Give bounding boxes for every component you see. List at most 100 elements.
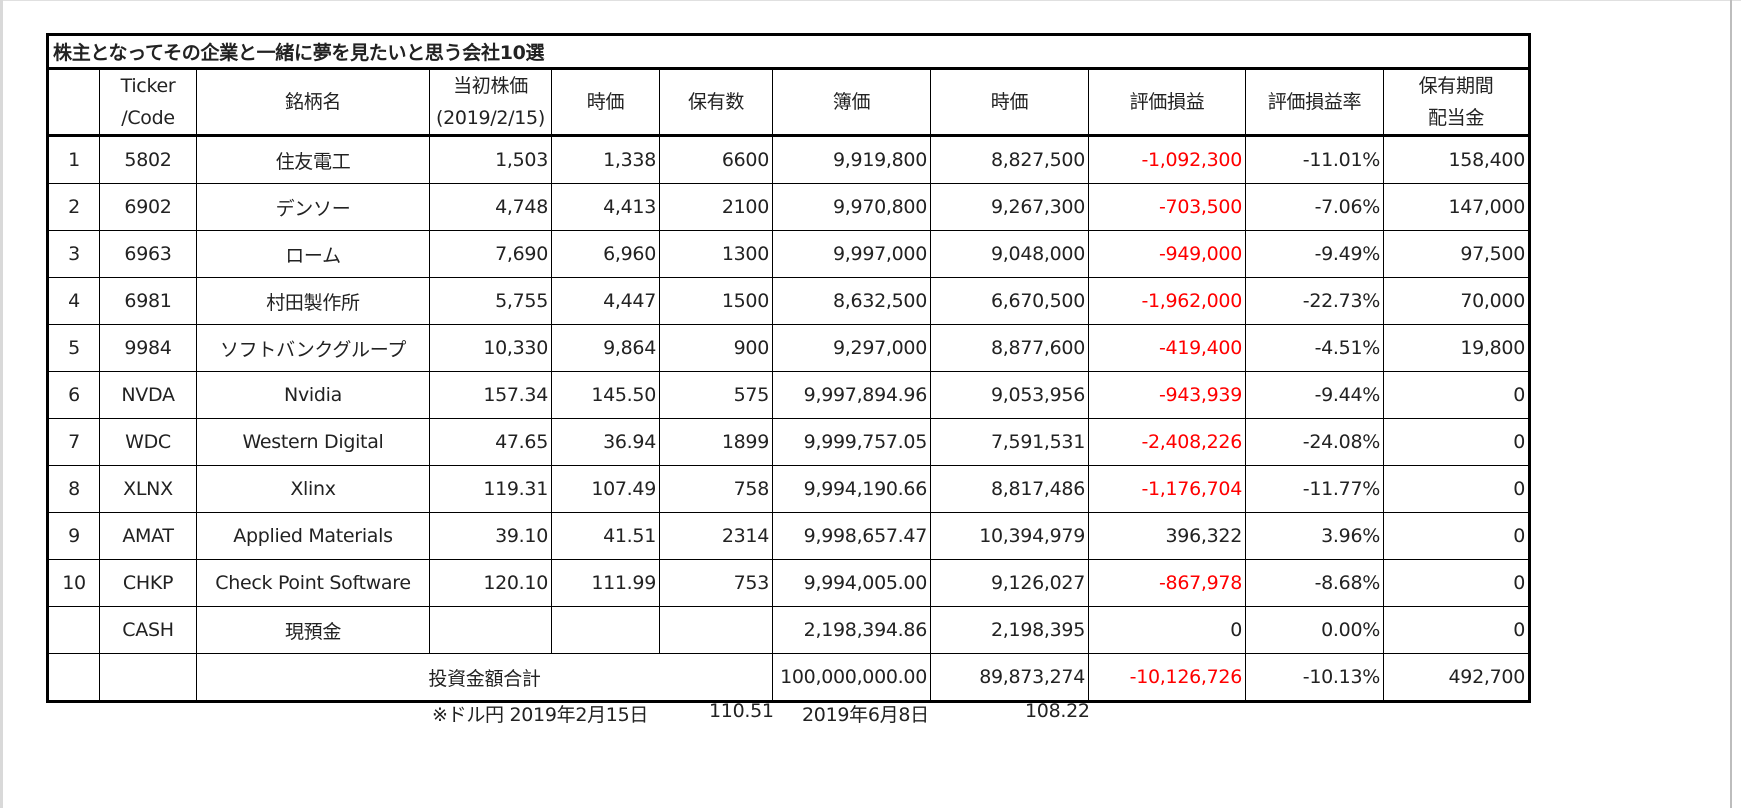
ticker-cell[interactable]: WDC	[99, 418, 197, 466]
ticker-cell[interactable]: 6963	[99, 230, 197, 278]
total-dividend[interactable]: 492,700	[1383, 653, 1530, 702]
shares-cell[interactable]: 2100	[659, 183, 773, 231]
book-value-cell[interactable]: 9,997,894.96	[772, 371, 931, 419]
shares-cell[interactable]	[659, 606, 773, 654]
pl-rate-cell[interactable]: -7.06%	[1245, 183, 1384, 231]
dividend-cell[interactable]: 147,000	[1383, 183, 1530, 231]
pl-rate-cell[interactable]: -9.44%	[1245, 371, 1384, 419]
dividend-cell[interactable]: 0	[1383, 465, 1530, 513]
initial-price-cell[interactable]	[429, 606, 552, 654]
name-cell[interactable]: Applied Materials	[196, 512, 430, 560]
ticker-cell[interactable]: AMAT	[99, 512, 197, 560]
row-number[interactable]: 5	[47, 324, 100, 372]
current-price-cell[interactable]: 6,960	[551, 230, 660, 278]
row-number[interactable]: 8	[47, 465, 100, 513]
market-value-cell[interactable]: 8,827,500	[930, 135, 1089, 184]
dividend-cell[interactable]: 0	[1383, 559, 1530, 607]
pl-rate-cell[interactable]: -4.51%	[1245, 324, 1384, 372]
ticker-cell[interactable]: 6981	[99, 277, 197, 325]
header-ticker[interactable]: Ticker/Code	[99, 68, 197, 137]
row-number[interactable]: 6	[47, 371, 100, 419]
market-value-cell[interactable]: 8,817,486	[930, 465, 1089, 513]
pl-cell[interactable]: -1,176,704	[1088, 465, 1246, 513]
initial-price-cell[interactable]: 10,330	[429, 324, 552, 372]
pl-rate-cell[interactable]: -11.01%	[1245, 135, 1384, 184]
current-price-cell[interactable]: 41.51	[551, 512, 660, 560]
header-book-value[interactable]: 簿価	[772, 68, 931, 137]
pl-cell[interactable]: -1,092,300	[1088, 135, 1246, 184]
name-cell[interactable]: ローム	[196, 230, 430, 278]
total-pl[interactable]: -10,126,726	[1088, 653, 1246, 702]
header-initial-price[interactable]: 当初株価 (2019/2/15)	[429, 68, 552, 137]
market-value-cell[interactable]: 10,394,979	[930, 512, 1089, 560]
header-shares[interactable]: 保有数	[659, 68, 773, 137]
market-value-cell[interactable]: 6,670,500	[930, 277, 1089, 325]
dividend-cell[interactable]: 19,800	[1383, 324, 1530, 372]
row-number[interactable]: 10	[47, 559, 100, 607]
name-cell[interactable]: Western Digital	[196, 418, 430, 466]
dividend-cell[interactable]: 0	[1383, 512, 1530, 560]
shares-cell[interactable]: 753	[659, 559, 773, 607]
total-label[interactable]: 投資金額合計	[196, 653, 773, 702]
market-value-cell[interactable]: 9,126,027	[930, 559, 1089, 607]
initial-price-cell[interactable]: 47.65	[429, 418, 552, 466]
pl-rate-cell[interactable]: -24.08%	[1245, 418, 1384, 466]
pl-cell[interactable]: -2,408,226	[1088, 418, 1246, 466]
total-book-value[interactable]: 100,000,000.00	[772, 653, 931, 702]
market-value-cell[interactable]: 7,591,531	[930, 418, 1089, 466]
pl-cell[interactable]: -949,000	[1088, 230, 1246, 278]
total-pl-rate[interactable]: -10.13%	[1245, 653, 1384, 702]
shares-cell[interactable]: 1500	[659, 277, 773, 325]
pl-cell[interactable]: 396,322	[1088, 512, 1246, 560]
dividend-cell[interactable]: 158,400	[1383, 135, 1530, 184]
initial-price-cell[interactable]: 119.31	[429, 465, 552, 513]
market-value-cell[interactable]: 2,198,395	[930, 606, 1089, 654]
pl-cell[interactable]: -419,400	[1088, 324, 1246, 372]
pl-cell[interactable]: -867,978	[1088, 559, 1246, 607]
ticker-cell[interactable]: XLNX	[99, 465, 197, 513]
header-dividend[interactable]: 保有期間 配当金	[1383, 68, 1530, 137]
current-price-cell[interactable]: 4,413	[551, 183, 660, 231]
ticker-cell[interactable]: CASH	[99, 606, 197, 654]
row-number[interactable]: 7	[47, 418, 100, 466]
book-value-cell[interactable]: 9,919,800	[772, 135, 931, 184]
shares-cell[interactable]: 900	[659, 324, 773, 372]
ticker-cell[interactable]: 9984	[99, 324, 197, 372]
book-value-cell[interactable]: 9,994,005.00	[772, 559, 931, 607]
shares-cell[interactable]: 2314	[659, 512, 773, 560]
dividend-cell[interactable]: 97,500	[1383, 230, 1530, 278]
book-value-cell[interactable]: 8,632,500	[772, 277, 931, 325]
current-price-cell[interactable]: 4,447	[551, 277, 660, 325]
book-value-cell[interactable]: 2,198,394.86	[772, 606, 931, 654]
pl-cell[interactable]: 0	[1088, 606, 1246, 654]
table-title[interactable]: 株主となってその企業と一緒に夢を見たいと思う会社10選	[47, 34, 1530, 70]
ticker-cell[interactable]: NVDA	[99, 371, 197, 419]
total-market-value[interactable]: 89,873,274	[930, 653, 1089, 702]
row-number[interactable]: 9	[47, 512, 100, 560]
row-number[interactable]: 1	[47, 135, 100, 184]
shares-cell[interactable]: 1300	[659, 230, 773, 278]
pl-rate-cell[interactable]: 0.00%	[1245, 606, 1384, 654]
book-value-cell[interactable]: 9,970,800	[772, 183, 931, 231]
ticker-cell[interactable]: CHKP	[99, 559, 197, 607]
shares-cell[interactable]: 575	[659, 371, 773, 419]
book-value-cell[interactable]: 9,998,657.47	[772, 512, 931, 560]
book-value-cell[interactable]: 9,994,190.66	[772, 465, 931, 513]
book-value-cell[interactable]: 9,997,000	[772, 230, 931, 278]
dividend-cell[interactable]: 70,000	[1383, 277, 1530, 325]
current-price-cell[interactable]	[551, 606, 660, 654]
header-no[interactable]	[47, 68, 100, 137]
book-value-cell[interactable]: 9,999,757.05	[772, 418, 931, 466]
initial-price-cell[interactable]: 5,755	[429, 277, 552, 325]
pl-cell[interactable]: -943,939	[1088, 371, 1246, 419]
book-value-cell[interactable]: 9,297,000	[772, 324, 931, 372]
header-unrealized-pl[interactable]: 評価損益	[1088, 68, 1246, 137]
initial-price-cell[interactable]: 120.10	[429, 559, 552, 607]
current-price-cell[interactable]: 107.49	[551, 465, 660, 513]
pl-cell[interactable]: -703,500	[1088, 183, 1246, 231]
total-ticker-cell[interactable]	[99, 653, 197, 702]
current-price-cell[interactable]: 36.94	[551, 418, 660, 466]
initial-price-cell[interactable]: 39.10	[429, 512, 552, 560]
header-market-value[interactable]: 時価	[930, 68, 1089, 137]
pl-cell[interactable]: -1,962,000	[1088, 277, 1246, 325]
